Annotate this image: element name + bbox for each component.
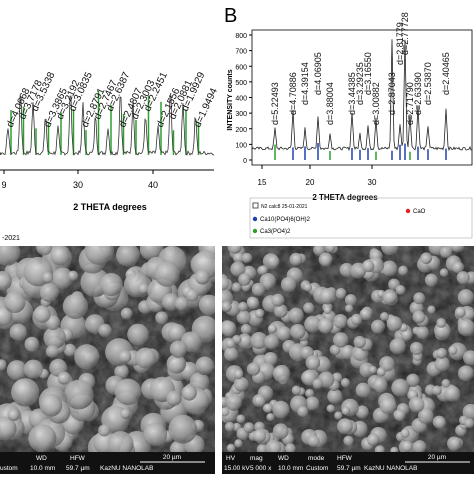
peak-label: d=3.00882: [371, 82, 381, 125]
y-tick-label: 100: [235, 142, 247, 149]
info-text: HV: [226, 455, 236, 462]
y-tick-label: 0: [243, 158, 247, 165]
legend-item: Ca3(PO4)2: [260, 229, 291, 235]
info-text: 59.7 µm: [337, 465, 361, 472]
info-text: Custom: [306, 465, 328, 472]
y-tick-label: 700: [235, 49, 247, 56]
date-note: -2021: [2, 235, 20, 242]
peak-label: d=2.81779: [395, 22, 405, 65]
peak-label: d=2.63390: [413, 72, 423, 115]
y-axis-label: INTENSITY counts: [227, 69, 234, 130]
x-tick-label: 9: [1, 180, 6, 190]
x-tick-label: 40: [148, 180, 158, 190]
info-text: HFW: [337, 455, 353, 462]
x-tick-label: 30: [73, 180, 83, 190]
peak-label: d=2.77728: [400, 12, 410, 55]
info-text: 59.7 µm: [66, 465, 90, 472]
peak-label: d=2.53870: [423, 62, 433, 105]
peak-label: d=4.70886: [288, 72, 298, 115]
y-tick-label: 600: [235, 64, 247, 71]
peak-label: d=5.22493: [270, 82, 280, 125]
peak-label: d=2.71790: [405, 82, 415, 125]
legend-marker: [252, 216, 258, 222]
y-tick-label: 400: [235, 96, 247, 103]
peak-label: d=2.87043: [387, 72, 397, 115]
legend-marker: [252, 228, 258, 234]
info-bar-left: [0, 452, 215, 474]
info-text: KazNU NANOLAB: [100, 465, 153, 472]
info-text: 10.0 mm: [30, 465, 55, 472]
panel-label: B: [224, 5, 237, 27]
info-text: 15.00 kV: [224, 465, 250, 472]
spectrum-left: [0, 95, 215, 156]
legend-box: [249, 197, 473, 239]
x-tick-label: 15: [258, 178, 267, 187]
peak-label: d=2.40465: [441, 52, 451, 95]
info-text: 5 000 x: [250, 465, 272, 472]
spectrum-right: [251, 39, 473, 152]
legend-swatch: [252, 202, 259, 209]
peak-label: d=3.88004: [325, 82, 335, 125]
x-tick-label: 20: [306, 178, 315, 187]
y-tick-label: 500: [235, 80, 247, 87]
legend-item: Ca10(PO4)6(OH)2: [260, 217, 311, 223]
info-text: HFW: [70, 455, 86, 462]
sem-grain-right: [222, 246, 474, 452]
xrd-panels: d=4.0668d=3.7178d=3.5338d=3.3865d=3.2192…: [0, 5, 473, 242]
legend-marker: [405, 208, 411, 214]
peak-label: d=3.29235: [355, 62, 365, 105]
y-tick-label: 300: [235, 111, 247, 118]
x-axis-label: 2 THETA degrees: [312, 193, 378, 202]
info-text: 20 µm: [428, 454, 446, 461]
y-tick-label: 800: [235, 33, 247, 40]
y-tick-label: 200: [235, 127, 247, 134]
info-text: ustom: [0, 465, 18, 472]
info-text: KazNU NANOLAB: [364, 465, 417, 472]
info-text: 10.0 mm: [278, 465, 303, 472]
info-bar-right: [222, 452, 474, 474]
peak-label: d=3.44385: [347, 72, 357, 115]
info-text: 20 µm: [163, 454, 181, 461]
peak-label: d=4.06905: [313, 52, 323, 95]
info-text: WD: [278, 455, 289, 462]
info-text: mode: [308, 455, 325, 462]
x-tick-label: 30: [368, 178, 377, 187]
peak-label: d=3.16550: [363, 52, 373, 95]
legend-sample: N2 calc8 25-01-2021: [261, 204, 308, 210]
sem-grain-left: [0, 246, 215, 452]
legend-item: CaO: [413, 209, 426, 215]
x-axis-label: 2 THETA degrees: [73, 202, 147, 212]
peak-label: d=4.39154: [300, 62, 310, 105]
info-text: WD: [36, 455, 47, 462]
info-text: mag: [250, 455, 263, 462]
